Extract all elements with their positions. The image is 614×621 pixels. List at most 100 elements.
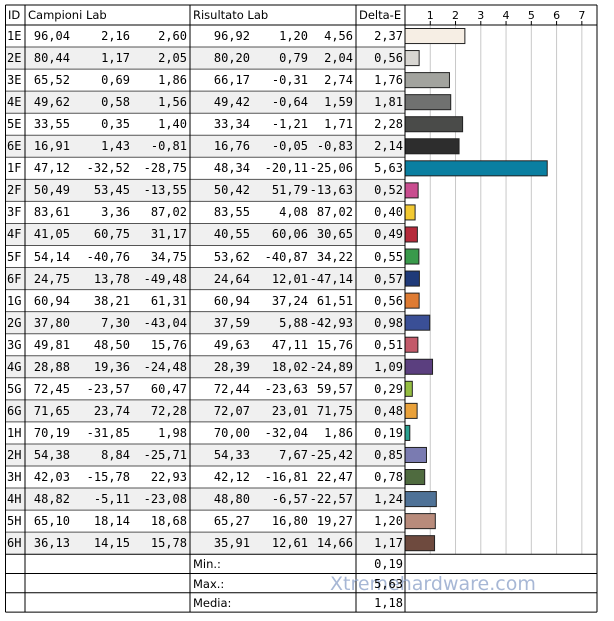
watermark: Xtremehardware.com (330, 573, 536, 595)
row-id: 6F (7, 271, 22, 286)
table-cell: -0,31 (271, 73, 308, 88)
table-cell: 22,93 (150, 470, 187, 484)
row-id: 2E (7, 51, 22, 66)
table-cell: 96,92 (213, 29, 250, 43)
table-cell: 48,50 (93, 337, 130, 352)
bar (404, 160, 548, 177)
table-cell: 53,45 (93, 183, 130, 198)
delta-e-value: 0,57 (374, 271, 403, 286)
table-cell: 65,52 (33, 73, 70, 88)
table-cell: 18,68 (150, 514, 187, 529)
row-shade (5, 443, 405, 466)
table-cell: 72,28 (150, 403, 187, 418)
delta-e-value: 0,48 (374, 403, 403, 418)
bar (404, 28, 466, 45)
x-tick-label: 7 (578, 9, 585, 22)
bar (404, 116, 464, 133)
delta-e-value: 0,51 (374, 337, 403, 352)
table-cell: -6,57 (271, 492, 308, 507)
bar (404, 314, 431, 331)
table-cell: 28,39 (213, 359, 250, 374)
table-cell: 72,45 (33, 381, 70, 396)
table-cell: -0,64 (271, 95, 308, 110)
delta-e-value: 0,56 (374, 51, 403, 66)
row-id: 3G (7, 337, 22, 352)
table-cell: -43,04 (143, 315, 187, 330)
table-cell: -40,76 (86, 249, 130, 264)
bar (404, 469, 426, 486)
x-tick-label: 3 (477, 9, 484, 22)
table-cell: 14,66 (316, 536, 353, 551)
table-cell: -16,81 (264, 470, 308, 484)
row-shade (5, 47, 405, 70)
table-cell: 37,24 (271, 293, 308, 308)
table-cell: -1,21 (271, 117, 308, 132)
table-cell: 0,58 (101, 95, 130, 110)
delta-e-value: 0,29 (374, 381, 403, 396)
table-cell: -25,42 (309, 447, 353, 462)
table-cell: 35,91 (213, 536, 250, 551)
bar (404, 226, 418, 243)
table-cell: 12,61 (271, 536, 308, 551)
row-shade (5, 91, 405, 114)
bar (404, 94, 452, 111)
table-cell: 33,55 (33, 117, 70, 132)
table-cell: -40,87 (264, 249, 308, 264)
table-cell: -32,52 (86, 161, 130, 176)
row-id: 6G (7, 403, 22, 418)
table-cell: 14,15 (93, 536, 130, 551)
summary-label: Max.: (193, 576, 225, 591)
table-cell: 87,02 (316, 205, 353, 220)
delta-e-value: 1,20 (374, 514, 403, 529)
table-cell: 49,81 (33, 337, 70, 352)
summary-value: 1,18 (374, 595, 403, 610)
bar (404, 336, 419, 353)
table-cell: 71,75 (316, 403, 353, 418)
table-cell: 1,40 (158, 117, 187, 132)
table-cell: 51,79 (271, 183, 308, 198)
delta-e-value: 5,63 (374, 161, 403, 176)
column-header: Delta-E (359, 8, 402, 22)
table-cell: 4,56 (324, 29, 353, 43)
row-shade (5, 311, 405, 334)
table-cell: -23,57 (86, 381, 130, 396)
table-cell: 24,64 (213, 271, 250, 286)
row-shade (5, 135, 405, 158)
table-cell: 4,08 (279, 205, 308, 220)
table-cell: 34,22 (316, 249, 353, 264)
table-cell: 60,94 (213, 293, 250, 308)
table-cell: -47,14 (309, 271, 353, 286)
table-cell: 80,44 (33, 51, 70, 66)
table-cell: 48,82 (33, 492, 70, 507)
table-cell: -25,71 (143, 447, 187, 462)
table-cell: 12,01 (271, 271, 308, 286)
table-cell: 1,43 (101, 139, 130, 154)
table-cell: 16,80 (271, 514, 308, 529)
table-cell: 19,27 (316, 514, 353, 529)
table-cell: -23,08 (143, 492, 187, 507)
table-cell: 65,10 (33, 514, 70, 529)
x-tick-label: 6 (553, 9, 560, 22)
table-cell: 23,74 (93, 403, 130, 418)
table-cell: 1,86 (158, 73, 187, 88)
table-cell: 1,71 (324, 117, 353, 132)
table-cell: 16,91 (33, 139, 70, 154)
delta-e-value: 2,28 (374, 117, 403, 132)
delta-e-value: 0,56 (374, 293, 403, 308)
table-cell: -0,83 (316, 139, 353, 154)
table-cell: 0,35 (101, 117, 130, 132)
table-cell: 49,63 (213, 337, 250, 352)
table-cell: 96,04 (33, 29, 70, 43)
delta-e-value: 0,19 (374, 425, 403, 440)
table-cell: -25,06 (309, 161, 353, 176)
row-id: 1G (7, 293, 22, 308)
table-cell: 87,02 (150, 205, 187, 220)
bar (404, 292, 420, 309)
table-cell: 3,36 (101, 205, 130, 220)
table-cell: 36,13 (33, 536, 70, 551)
table-cell: -32,04 (264, 425, 308, 440)
table-cell: 37,80 (33, 315, 70, 330)
table-cell: 54,38 (33, 447, 70, 462)
summary-value: 0,19 (374, 557, 403, 572)
table-cell: 66,17 (213, 73, 250, 88)
